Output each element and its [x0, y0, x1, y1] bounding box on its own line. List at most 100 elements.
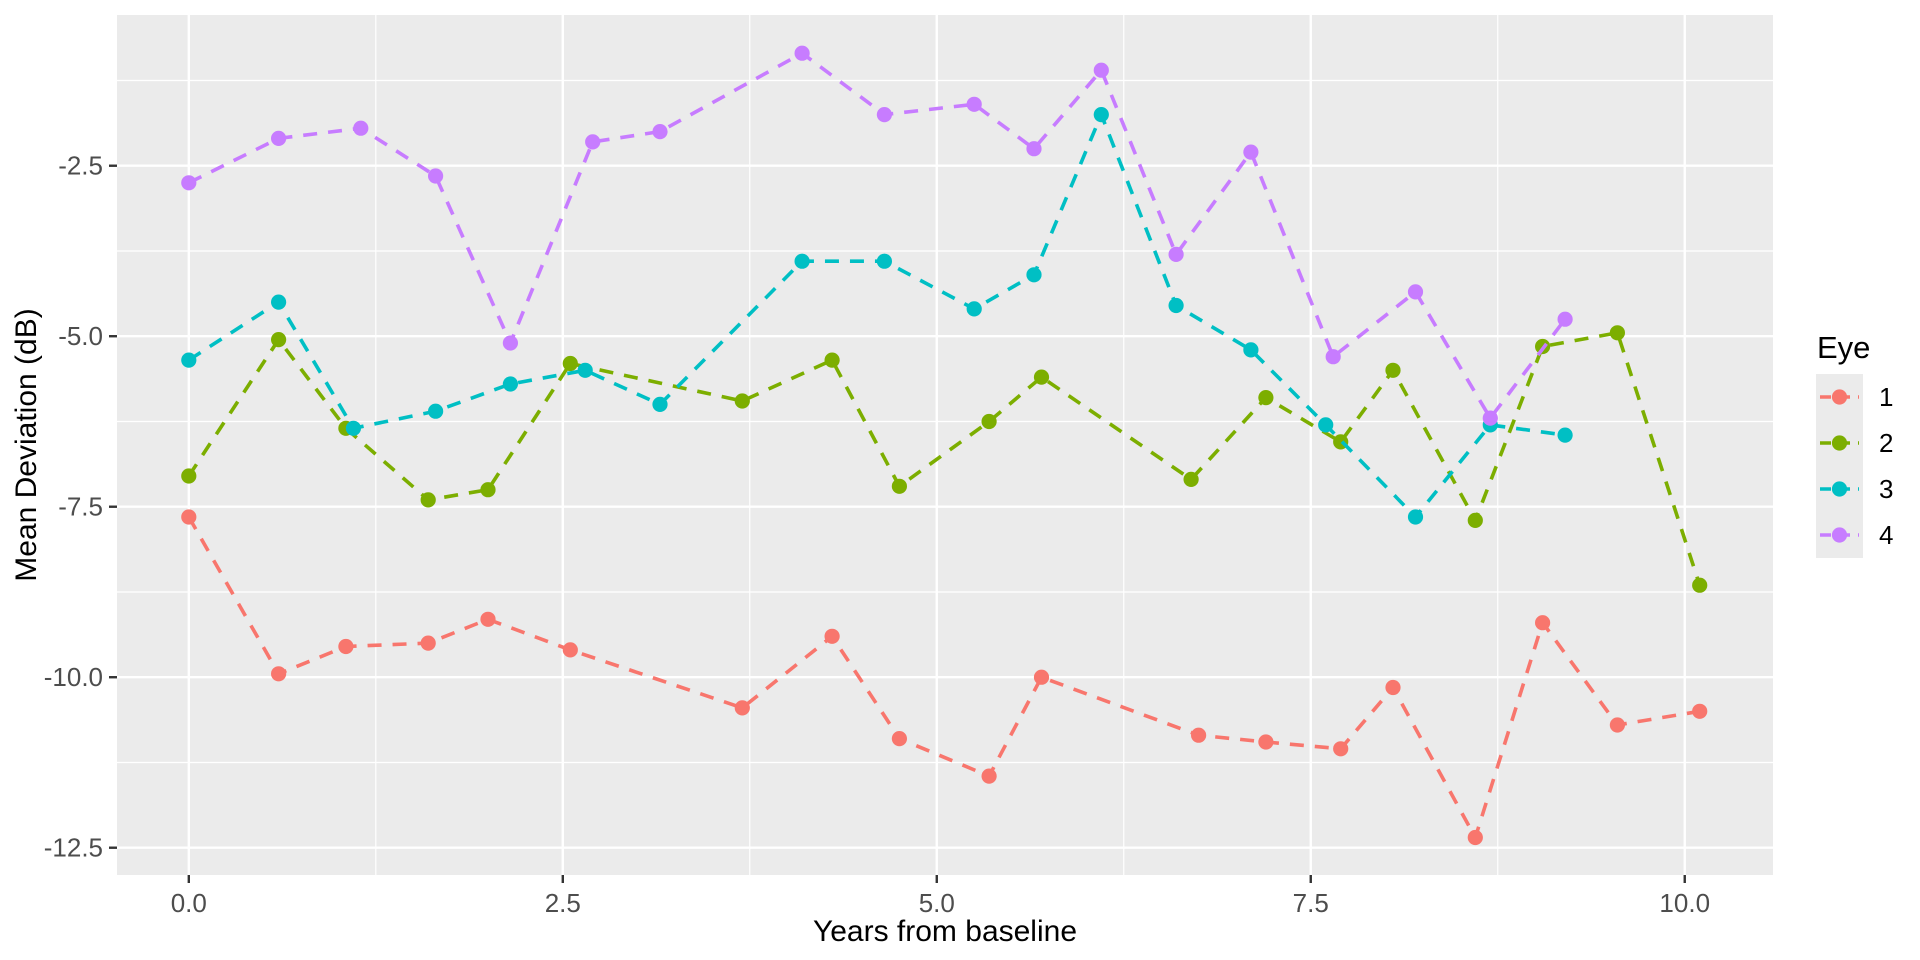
legend-key-point: [1831, 481, 1848, 497]
data-point: [271, 666, 287, 682]
data-point: [271, 332, 287, 348]
data-point: [1243, 144, 1259, 160]
data-point: [585, 134, 601, 150]
data-point: [824, 628, 840, 644]
data-point: [428, 168, 444, 184]
data-point: [181, 352, 197, 368]
data-point: [1026, 141, 1042, 157]
legend-item-eye-4: 4: [1816, 512, 1893, 558]
legend-label: 1: [1879, 382, 1893, 412]
data-point: [338, 638, 354, 655]
legend: Eye 1 2 3 4: [1816, 330, 1893, 558]
y-tick-label: -10.0: [44, 662, 103, 692]
data-point: [1692, 703, 1708, 719]
plot-panel: [117, 15, 1773, 875]
data-point: [562, 355, 578, 372]
gridlines: [117, 15, 1773, 875]
data-point: [981, 413, 997, 430]
series-eye-3: [181, 107, 1573, 525]
data-point: [1407, 284, 1424, 300]
data-point: [271, 294, 287, 310]
data-point: [1385, 679, 1401, 696]
data-point: [1557, 311, 1573, 327]
data-point: [1609, 325, 1625, 341]
data-point: [734, 700, 750, 716]
x-tick-label: 7.5: [1293, 888, 1329, 918]
data-point: [966, 301, 982, 317]
data-point: [734, 393, 750, 409]
legend-item-eye-2: 2: [1816, 420, 1893, 466]
data-point: [1168, 297, 1184, 314]
data-point: [1557, 427, 1573, 443]
data-point: [1407, 509, 1424, 525]
axes: 0.0 2.5 5.0 7.5 10.0 -2.5 -5.0 -7.5 -10.0 -12.5 Ye…: [10, 151, 1710, 948]
y-tick-label: -12.5: [44, 833, 103, 863]
y-axis-title: Mean Deviation (dB): [10, 308, 43, 581]
data-point: [502, 376, 518, 392]
legend-key-point: [1831, 389, 1848, 405]
data-point: [891, 731, 908, 747]
x-tick-label: 5.0: [919, 888, 955, 918]
data-point: [1325, 349, 1341, 365]
data-point: [420, 635, 436, 651]
data-point: [794, 253, 810, 269]
legend-label: 4: [1879, 520, 1893, 550]
data-point: [1026, 267, 1042, 283]
data-point: [652, 396, 668, 412]
legend-label: 2: [1879, 428, 1893, 458]
series-eye-4: [181, 45, 1573, 426]
data-point: [1168, 246, 1184, 262]
data-point: [1258, 390, 1274, 406]
data-point: [1385, 362, 1401, 378]
data-point: [181, 468, 197, 484]
legend-label: 3: [1879, 474, 1893, 504]
data-point: [181, 509, 197, 525]
series-line: [188, 51, 1567, 422]
data-point: [824, 352, 840, 368]
data-point: [345, 420, 361, 436]
data-point: [353, 120, 369, 136]
data-point: [577, 362, 593, 378]
data-point: [1033, 669, 1050, 685]
data-point: [1318, 417, 1334, 433]
legend-title: Eye: [1817, 330, 1870, 365]
data-point: [1191, 727, 1207, 743]
data-point: [1033, 369, 1050, 385]
data-point: [1467, 829, 1483, 846]
data-point: [480, 611, 496, 627]
data-point: [1535, 615, 1551, 631]
legend-item-eye-1: 1: [1816, 374, 1893, 420]
legend-key-point: [1831, 435, 1848, 451]
data-point: [562, 642, 578, 658]
data-point: [502, 335, 518, 351]
legend-item-eye-3: 3: [1816, 466, 1893, 512]
data-point: [271, 130, 287, 146]
data-point: [876, 107, 893, 123]
data-point: [1243, 342, 1259, 358]
data-point: [420, 492, 436, 508]
y-tick-label: -7.5: [58, 492, 103, 522]
y-tick-label: -5.0: [58, 321, 103, 351]
series-eye-1: [181, 509, 1708, 846]
data-point: [1093, 62, 1109, 78]
data-point: [652, 124, 668, 140]
series-line: [187, 109, 1566, 520]
x-tick-label: 10.0: [1659, 888, 1710, 918]
data-point: [981, 768, 997, 784]
data-point: [480, 482, 496, 498]
data-point: [1333, 741, 1349, 757]
data-point: [891, 478, 908, 494]
data-point: [1692, 577, 1708, 593]
data-point: [1258, 734, 1274, 750]
data-point: [794, 45, 810, 61]
data-point: [1183, 471, 1199, 487]
data-point: [1467, 512, 1483, 529]
legend-key-point: [1831, 527, 1848, 543]
data-point: [876, 253, 893, 269]
data-point: [1609, 717, 1625, 733]
x-axis-title: Years from baseline: [813, 915, 1077, 948]
data-point: [1093, 107, 1109, 123]
data-point: [181, 175, 197, 191]
